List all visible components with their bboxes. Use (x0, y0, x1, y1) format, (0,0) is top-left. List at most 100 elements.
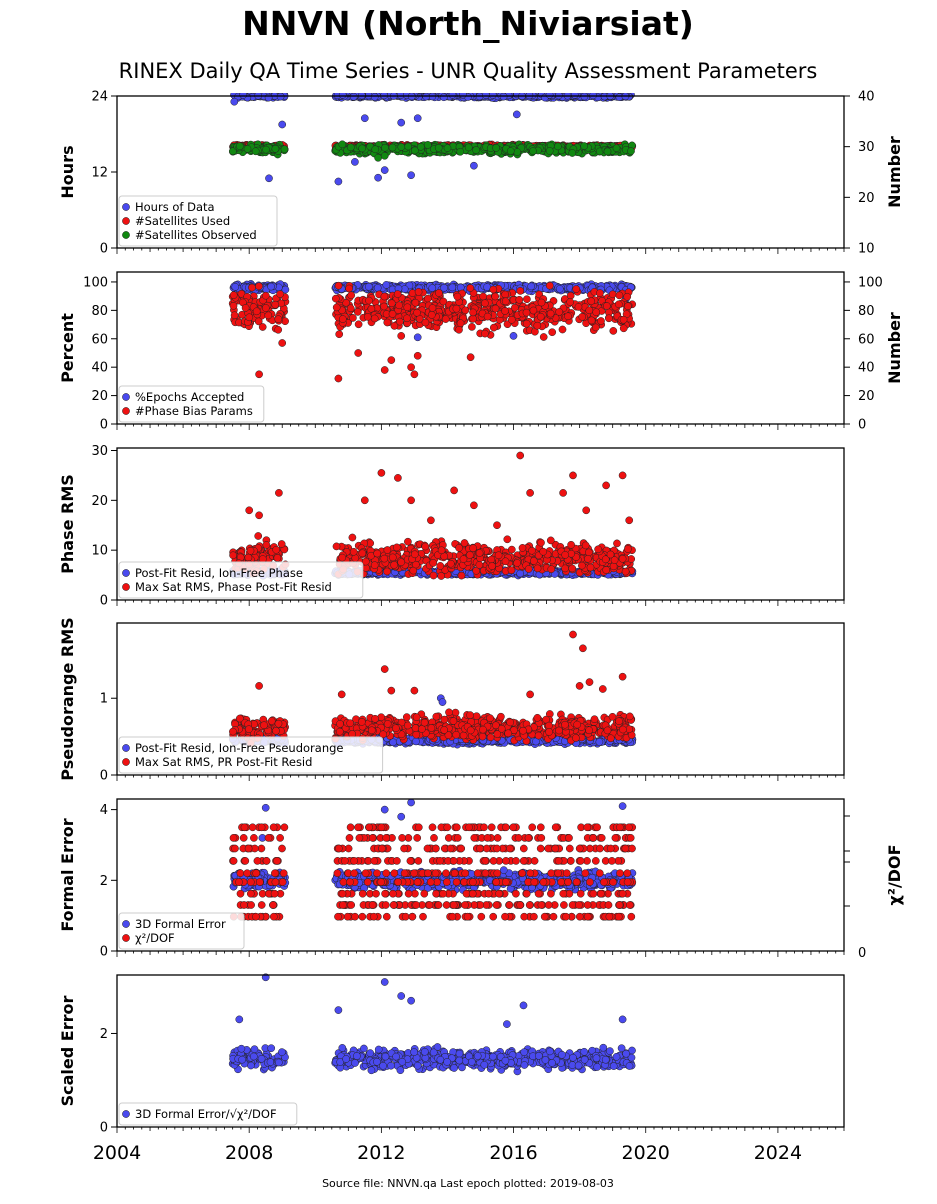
point-green (457, 148, 464, 155)
right-y-tick-label: 40 (858, 90, 875, 105)
point-green (375, 154, 382, 161)
point-red (546, 282, 553, 289)
point-red (492, 293, 499, 300)
point-red (279, 339, 286, 346)
point-red (413, 309, 420, 316)
point-red (336, 331, 343, 338)
point-red (332, 295, 339, 302)
point-red (246, 507, 253, 514)
point-blue (383, 281, 390, 288)
point-green (493, 144, 500, 151)
point-green (417, 143, 424, 150)
point-red (609, 291, 616, 298)
point-red (442, 316, 449, 323)
point-red (502, 291, 509, 298)
right-y-tick-label: 10 (858, 242, 875, 257)
point-red (597, 317, 604, 324)
point-red (624, 545, 631, 552)
point-red (564, 313, 571, 320)
point-blue (350, 93, 357, 100)
point-blue (232, 283, 239, 290)
point-red (619, 472, 626, 479)
point-red (230, 292, 237, 299)
point-red (408, 364, 415, 371)
y-tick-label: 12 (91, 166, 108, 181)
y-tick-label: 60 (91, 332, 108, 347)
point-red (403, 315, 410, 322)
point-blue (374, 284, 381, 291)
point-red (619, 555, 626, 562)
point-red (481, 330, 488, 337)
y-tick-label: 80 (91, 304, 108, 319)
point-green (405, 143, 412, 150)
point-red (534, 565, 541, 572)
point-green (507, 148, 514, 155)
point-blue (381, 167, 388, 174)
point-red (488, 556, 495, 563)
point-red (455, 326, 462, 333)
point-red (339, 554, 346, 561)
point-green (339, 141, 346, 148)
point-red (454, 293, 461, 300)
point-red (394, 474, 401, 481)
point-red (592, 324, 599, 331)
point-red (593, 309, 600, 316)
point-red (517, 287, 524, 294)
point-red (346, 285, 353, 292)
panel-percent: 020406080100Percent020406080100Number%Ep… (58, 272, 904, 433)
legend-label: Post-Fit Resid, Ion-Free Phase (135, 566, 303, 580)
point-red (586, 307, 593, 314)
point-red (429, 304, 436, 311)
point-red (559, 326, 566, 333)
point-red (359, 550, 366, 557)
point-red (514, 559, 521, 566)
point-blue (408, 172, 415, 179)
point-blue (398, 119, 405, 126)
point-blue (414, 334, 421, 341)
point-blue (517, 570, 524, 577)
point-red (626, 517, 633, 524)
point-blue (351, 158, 358, 165)
point-red (584, 555, 591, 562)
point-red (230, 552, 237, 559)
point-green (569, 149, 576, 156)
point-red (404, 304, 411, 311)
y-axis-label: Phase RMS (58, 474, 77, 574)
point-red (394, 291, 401, 298)
point-blue (528, 283, 535, 290)
point-red (365, 297, 372, 304)
point-red (411, 371, 418, 378)
point-red (435, 289, 442, 296)
point-red (246, 314, 253, 321)
point-red (508, 567, 515, 574)
point-red (548, 566, 555, 573)
point-red (428, 311, 435, 318)
point-red (374, 550, 381, 557)
point-red (364, 313, 371, 320)
point-red (339, 316, 346, 323)
point-green (613, 145, 620, 152)
point-red (430, 572, 437, 579)
point-red (277, 291, 284, 298)
point-red (391, 561, 398, 568)
point-red (502, 558, 509, 565)
point-red (519, 544, 526, 551)
point-red (451, 487, 458, 494)
point-green (546, 147, 553, 154)
point-green (627, 148, 634, 155)
point-green (252, 148, 259, 155)
point-red (242, 304, 249, 311)
point-red (480, 293, 487, 300)
point-red (616, 292, 623, 299)
point-red (384, 546, 391, 553)
point-red (596, 290, 603, 297)
point-blue (371, 93, 378, 100)
point-red (388, 300, 395, 307)
point-green (529, 148, 536, 155)
right-y-axis-label: Number (885, 312, 904, 384)
legend-percent: %Epochs Accepted#Phase Bias Params (119, 386, 264, 422)
point-red (547, 310, 554, 317)
point-green (359, 145, 366, 152)
point-blue (449, 91, 456, 98)
